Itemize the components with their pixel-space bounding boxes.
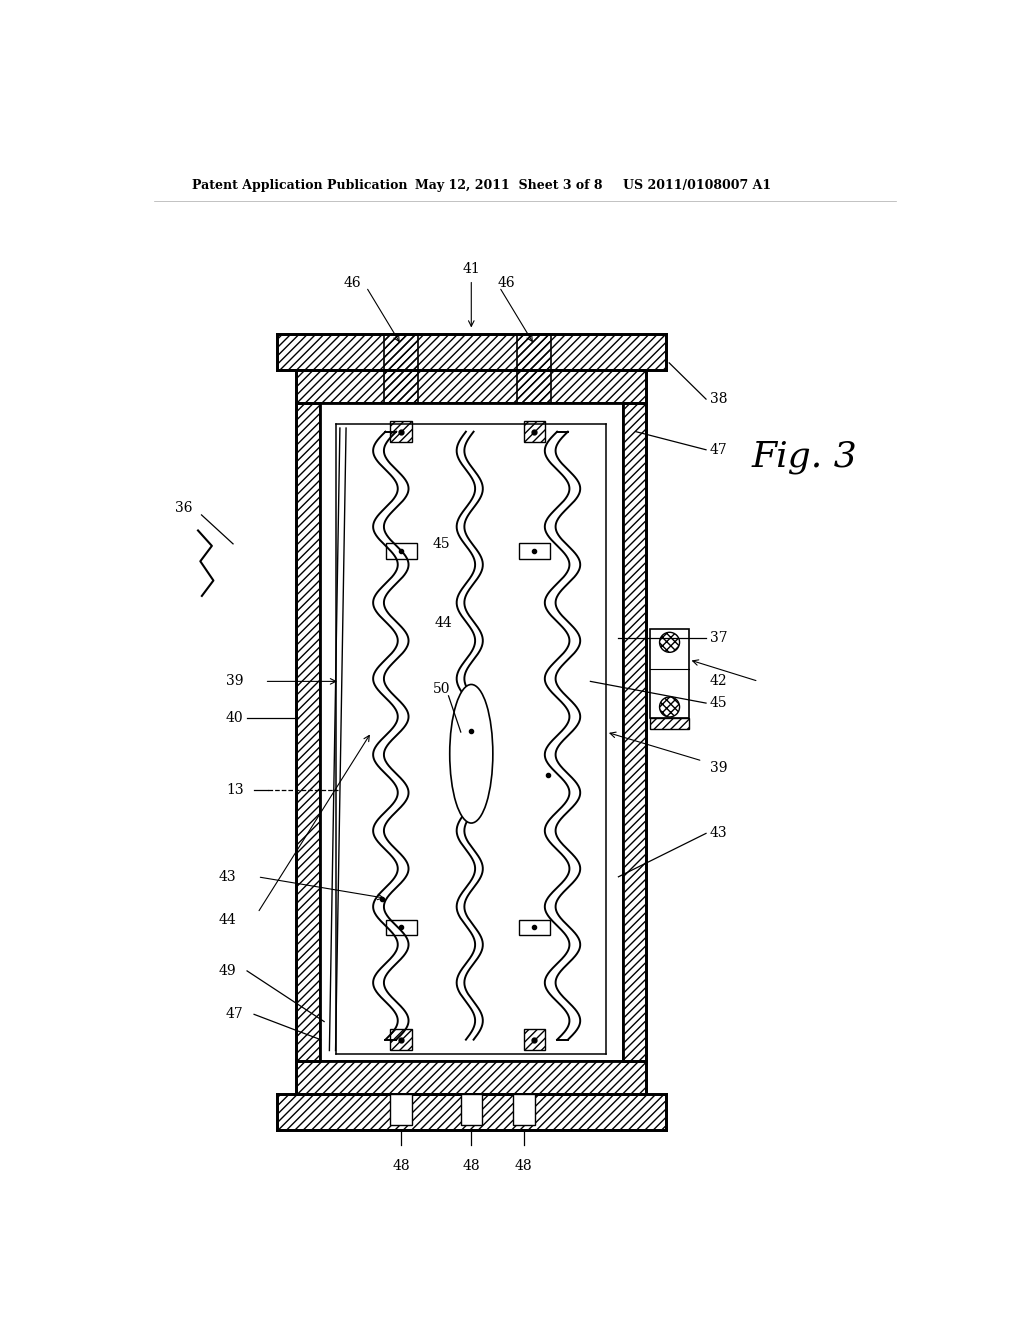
Text: 39: 39 xyxy=(710,762,727,775)
Bar xyxy=(623,403,646,1061)
Bar xyxy=(276,1094,666,1130)
Text: 47: 47 xyxy=(710,442,727,457)
Bar xyxy=(390,1094,412,1125)
Text: 38: 38 xyxy=(710,392,727,407)
Text: 50: 50 xyxy=(433,681,451,696)
Bar xyxy=(390,421,412,442)
Bar xyxy=(386,920,417,935)
Bar xyxy=(650,630,689,718)
Text: 40: 40 xyxy=(226,710,244,725)
Bar xyxy=(513,1094,535,1125)
Text: 49: 49 xyxy=(219,964,237,978)
Text: 42: 42 xyxy=(710,675,727,689)
Text: 37: 37 xyxy=(710,631,727,645)
Text: 44: 44 xyxy=(434,616,453,631)
Bar xyxy=(296,1061,646,1094)
Text: 45: 45 xyxy=(710,696,727,710)
Text: 46: 46 xyxy=(343,276,361,290)
Ellipse shape xyxy=(450,685,493,824)
Text: 44: 44 xyxy=(219,913,237,927)
Bar xyxy=(517,334,551,403)
Text: 48: 48 xyxy=(515,1159,532,1173)
Bar xyxy=(650,718,689,729)
Text: Fig. 3: Fig. 3 xyxy=(752,440,857,474)
Bar xyxy=(523,421,545,442)
Bar xyxy=(390,1028,412,1051)
Text: 47: 47 xyxy=(226,1007,244,1022)
Text: 43: 43 xyxy=(710,826,727,841)
Bar xyxy=(461,1094,482,1125)
Text: 48: 48 xyxy=(392,1159,410,1173)
Bar xyxy=(276,334,666,370)
Bar xyxy=(386,544,417,558)
Text: Patent Application Publication: Patent Application Publication xyxy=(193,178,408,191)
Text: 48: 48 xyxy=(463,1159,480,1173)
Text: 46: 46 xyxy=(498,276,515,290)
Circle shape xyxy=(659,697,680,717)
Bar xyxy=(384,334,418,403)
Text: May 12, 2011  Sheet 3 of 8: May 12, 2011 Sheet 3 of 8 xyxy=(416,178,603,191)
Bar xyxy=(519,920,550,935)
Bar xyxy=(523,1028,545,1051)
Text: 39: 39 xyxy=(226,675,244,689)
Text: 13: 13 xyxy=(226,783,244,797)
Text: 41: 41 xyxy=(463,261,480,276)
Text: 45: 45 xyxy=(433,537,451,550)
Text: 36: 36 xyxy=(175,500,193,515)
Circle shape xyxy=(659,632,680,652)
Bar xyxy=(519,544,550,558)
Bar xyxy=(296,370,646,403)
Text: 43: 43 xyxy=(219,870,237,884)
Bar xyxy=(296,403,319,1061)
Text: US 2011/0108007 A1: US 2011/0108007 A1 xyxy=(624,178,771,191)
